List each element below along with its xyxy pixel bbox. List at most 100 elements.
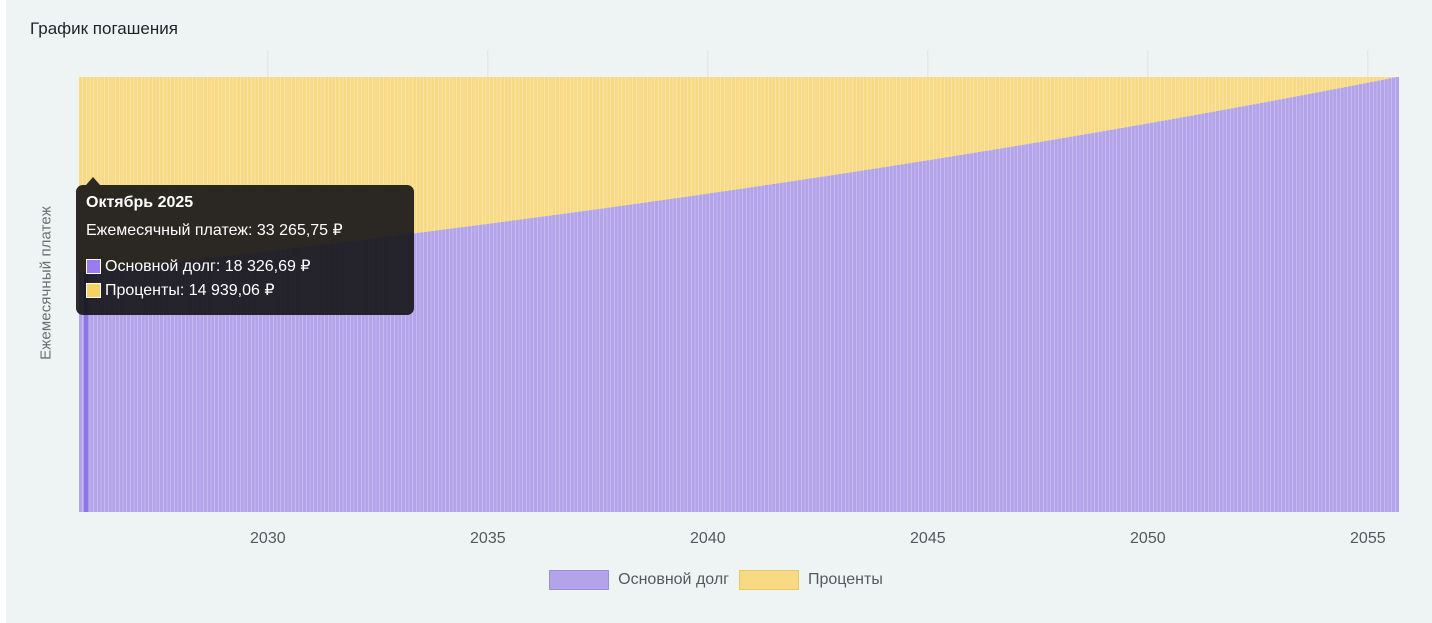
bar-interest	[915, 77, 919, 163]
bar-interest	[97, 77, 101, 271]
bar-interest	[1025, 77, 1029, 145]
bar-interest	[299, 77, 303, 248]
bar-interest	[911, 77, 915, 163]
bar-principal	[684, 196, 688, 513]
bar-principal	[1116, 128, 1121, 512]
bar-principal	[1069, 136, 1073, 512]
bar-interest	[588, 77, 593, 211]
bar-principal	[1072, 136, 1077, 513]
bar-interest	[797, 77, 802, 181]
legend-item-principal[interactable]: Основной долг	[549, 570, 729, 590]
bar-interest	[614, 77, 618, 207]
bar-principal	[845, 172, 849, 512]
bar-principal	[280, 249, 285, 512]
bar-principal	[486, 223, 490, 512]
bar-interest	[412, 77, 417, 234]
bar-principal	[497, 222, 501, 513]
bar-interest	[662, 77, 666, 200]
bar-principal	[893, 165, 897, 512]
bar-principal	[1157, 121, 1161, 512]
bar-interest	[841, 77, 846, 174]
bar-principal	[838, 174, 842, 512]
bar-principal	[467, 226, 472, 512]
bar-principal	[1190, 115, 1194, 513]
bar-principal	[1050, 139, 1055, 513]
bar-principal	[471, 225, 475, 513]
bar-principal	[420, 232, 424, 512]
bar-interest	[350, 77, 354, 242]
bar-interest	[1142, 77, 1146, 125]
bar-interest	[1065, 77, 1069, 138]
bar-interest	[1241, 77, 1245, 107]
bar-principal	[1028, 143, 1033, 513]
bar-principal	[445, 229, 450, 513]
bar-interest	[218, 77, 222, 257]
bar-principal	[1311, 93, 1315, 513]
bar-interest	[970, 77, 974, 154]
bar-interest	[1267, 77, 1271, 102]
bar-interest	[1296, 77, 1300, 97]
bar-interest	[1120, 77, 1124, 128]
bar-interest	[746, 77, 750, 188]
bar-principal	[346, 241, 351, 513]
bar-interest	[434, 77, 439, 231]
bar-principal	[717, 192, 721, 512]
legend-principal-label: Основной долг	[618, 571, 729, 588]
bar-interest	[471, 77, 475, 226]
bar-principal	[970, 153, 974, 512]
bar-principal	[405, 234, 409, 513]
bar-principal	[713, 192, 717, 512]
bar-interest	[1234, 77, 1238, 108]
bar-interest	[1153, 77, 1157, 123]
bar-principal	[277, 249, 281, 512]
bar-principal	[783, 182, 787, 513]
bar-principal	[390, 236, 395, 512]
bar-principal	[746, 187, 750, 512]
bar-interest	[445, 77, 450, 230]
bar-interest	[918, 77, 923, 162]
bar-interest	[376, 77, 380, 238]
bar-principal	[1333, 89, 1337, 513]
bar-principal	[434, 230, 439, 512]
bar-principal	[948, 156, 952, 512]
bar-principal	[1146, 123, 1150, 512]
bar-interest	[1094, 77, 1099, 133]
bar-principal	[1160, 120, 1165, 512]
bar-interest	[720, 77, 725, 192]
bar-principal	[841, 173, 846, 512]
bar-interest	[852, 77, 857, 172]
bar-interest	[1069, 77, 1073, 137]
legend-item-interest[interactable]: Проценты	[739, 570, 883, 590]
bar-principal	[123, 267, 127, 512]
legend-interest-label: Проценты	[808, 571, 883, 588]
bar-interest	[156, 77, 160, 264]
bar-interest	[130, 77, 134, 267]
bar-principal	[519, 219, 523, 512]
bar-interest	[610, 77, 615, 208]
bar-interest	[1215, 77, 1220, 111]
bar-principal	[1131, 126, 1135, 513]
bar-interest	[581, 77, 585, 212]
bar-interest	[321, 77, 325, 245]
bar-principal	[255, 252, 259, 512]
bar-principal	[632, 204, 637, 513]
bar-principal	[863, 170, 868, 512]
bar-interest	[640, 77, 644, 204]
bar-principal	[394, 235, 398, 512]
bar-principal	[1204, 112, 1209, 513]
bar-interest	[533, 77, 538, 218]
bar-principal	[977, 152, 981, 512]
bar-interest	[665, 77, 670, 200]
bar-principal	[1278, 99, 1282, 513]
bar-principal	[181, 260, 186, 512]
bar-principal	[361, 239, 365, 512]
bar-interest	[801, 77, 805, 180]
bar-interest	[1336, 77, 1341, 89]
bar-interest	[882, 77, 886, 168]
bar-principal	[449, 228, 453, 512]
bar-interest	[1135, 77, 1139, 126]
bar-principal	[907, 163, 912, 512]
bar-interest	[1263, 77, 1267, 103]
bar-principal	[827, 175, 831, 512]
bar-principal	[1058, 138, 1062, 512]
